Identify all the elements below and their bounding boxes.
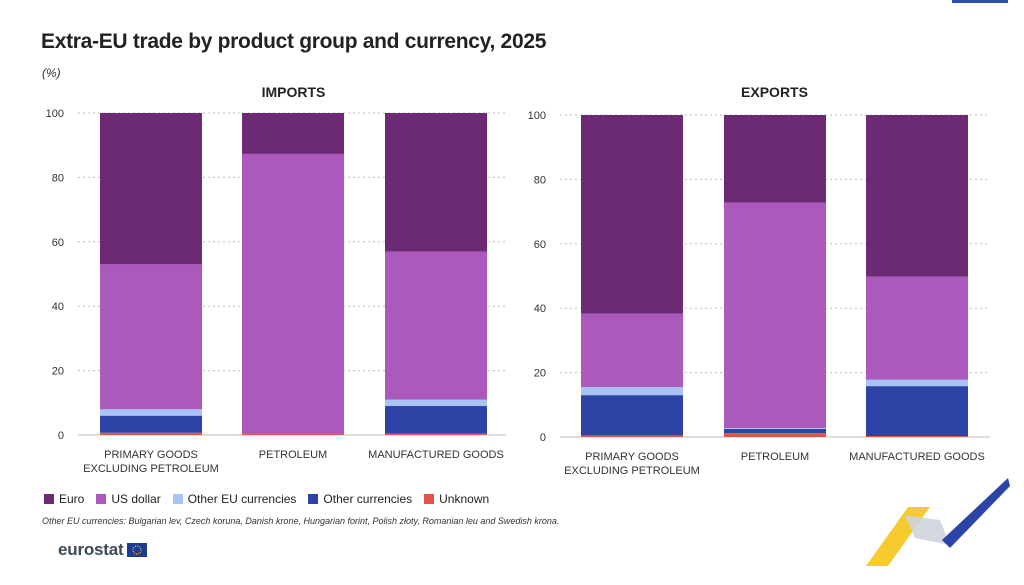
bar-segment-us-dollar bbox=[724, 202, 826, 428]
category-label: PETROLEUM bbox=[741, 451, 809, 463]
bar-segment-us-dollar bbox=[581, 313, 683, 388]
eurostat-logo: eurostat bbox=[58, 540, 148, 560]
y-tick-label: 80 bbox=[534, 174, 546, 186]
bar-segment-other-eu-currencies bbox=[100, 409, 202, 416]
bar-segment-us-dollar bbox=[385, 251, 487, 400]
top-accent-bar bbox=[952, 0, 1008, 3]
y-tick-label: 60 bbox=[534, 239, 546, 251]
category-label: MANUFACTURED GOODS bbox=[849, 451, 985, 463]
bar-segment-other-currencies bbox=[581, 395, 683, 436]
legend-label: Other currencies bbox=[323, 492, 413, 506]
bar-segment-unknown bbox=[242, 434, 344, 435]
bar-segment-other-eu-currencies bbox=[866, 379, 968, 387]
legend: Euro US dollar Other EU currencies Other cu… bbox=[44, 492, 489, 506]
y-tick-label: 20 bbox=[52, 366, 64, 378]
legend-label: US dollar bbox=[111, 492, 161, 506]
bar-segment-other-currencies bbox=[242, 433, 344, 435]
bar-segment-euro bbox=[581, 115, 683, 314]
legend-swatch bbox=[424, 494, 435, 504]
y-tick-label: 100 bbox=[528, 110, 546, 122]
y-tick-label: 60 bbox=[52, 237, 64, 249]
panel-title: EXPORTS bbox=[741, 84, 808, 100]
bar-segment-other-eu-currencies bbox=[385, 399, 487, 407]
bar-segment-euro bbox=[724, 115, 826, 203]
legend-swatch bbox=[96, 494, 107, 504]
bar-segment-other-currencies bbox=[866, 386, 968, 437]
bar-segment-unknown bbox=[385, 433, 487, 435]
y-tick-label: 100 bbox=[46, 108, 64, 120]
bar-segment-euro bbox=[242, 113, 344, 154]
legend-item: Unknown bbox=[424, 492, 489, 506]
footnote: Other EU currencies: Bulgarian lev, Czec… bbox=[42, 516, 560, 526]
legend-label: Other EU currencies bbox=[187, 492, 297, 506]
y-tick-label: 40 bbox=[52, 301, 64, 313]
bar-segment-other-currencies bbox=[385, 406, 487, 434]
legend-swatch bbox=[172, 494, 183, 504]
y-tick-label: 0 bbox=[58, 430, 64, 442]
category-label: PETROLEUM bbox=[259, 449, 327, 461]
exports-panel: EXPORTS 0 20 40 60 80 100 PRIMARY GOODS EXCLUDIN… bbox=[528, 84, 990, 477]
bar-segment-euro bbox=[385, 113, 487, 252]
bar-segment-us-dollar bbox=[100, 264, 202, 410]
bar-segment-other-eu-currencies bbox=[724, 427, 826, 429]
bar-segment-euro bbox=[100, 113, 202, 265]
legend-item: Euro bbox=[44, 492, 84, 506]
decorative-swoosh bbox=[866, 478, 1010, 566]
bar-segment-unknown bbox=[581, 435, 683, 437]
legend-swatch bbox=[44, 494, 54, 504]
bar-segment-us-dollar bbox=[866, 276, 968, 380]
legend-swatch bbox=[308, 494, 319, 504]
y-tick-label: 0 bbox=[540, 432, 546, 444]
y-tick-label: 80 bbox=[52, 172, 64, 184]
bar-segment-unknown bbox=[100, 432, 202, 435]
legend-item: Other EU currencies bbox=[172, 492, 297, 506]
bar-segment-us-dollar bbox=[242, 153, 344, 434]
bar-segment-other-eu-currencies bbox=[581, 387, 683, 396]
eu-flag-icon bbox=[127, 543, 148, 557]
legend-item: US dollar bbox=[96, 492, 161, 506]
category-label: PRIMARY GOODS EXCLUDING PETROLEUM bbox=[83, 449, 219, 475]
bar-segment-unknown bbox=[866, 436, 968, 437]
imports-panel: IMPORTS 0 20 40 60 80 100 PRIMARY GOODS EXCLUDIN… bbox=[46, 84, 506, 475]
bar-segment-other-currencies bbox=[724, 428, 826, 434]
logo-text: eurostat bbox=[58, 540, 124, 559]
bar-segment-euro bbox=[866, 115, 968, 277]
bar-segment-other-currencies bbox=[100, 415, 202, 433]
panel-title: IMPORTS bbox=[262, 84, 326, 100]
unit-label: (%) bbox=[42, 66, 61, 80]
legend-label: Unknown bbox=[439, 492, 490, 506]
bar-segment-unknown bbox=[724, 433, 826, 437]
category-label: PRIMARY GOODS EXCLUDING PETROLEUM bbox=[564, 451, 700, 477]
chart-title: Extra-EU trade by product group and curr… bbox=[41, 30, 547, 53]
legend-label: Euro bbox=[59, 492, 85, 506]
y-tick-label: 20 bbox=[534, 368, 546, 380]
y-tick-label: 40 bbox=[534, 303, 546, 315]
category-label: MANUFACTURED GOODS bbox=[368, 449, 504, 461]
legend-item: Other currencies bbox=[308, 492, 412, 506]
